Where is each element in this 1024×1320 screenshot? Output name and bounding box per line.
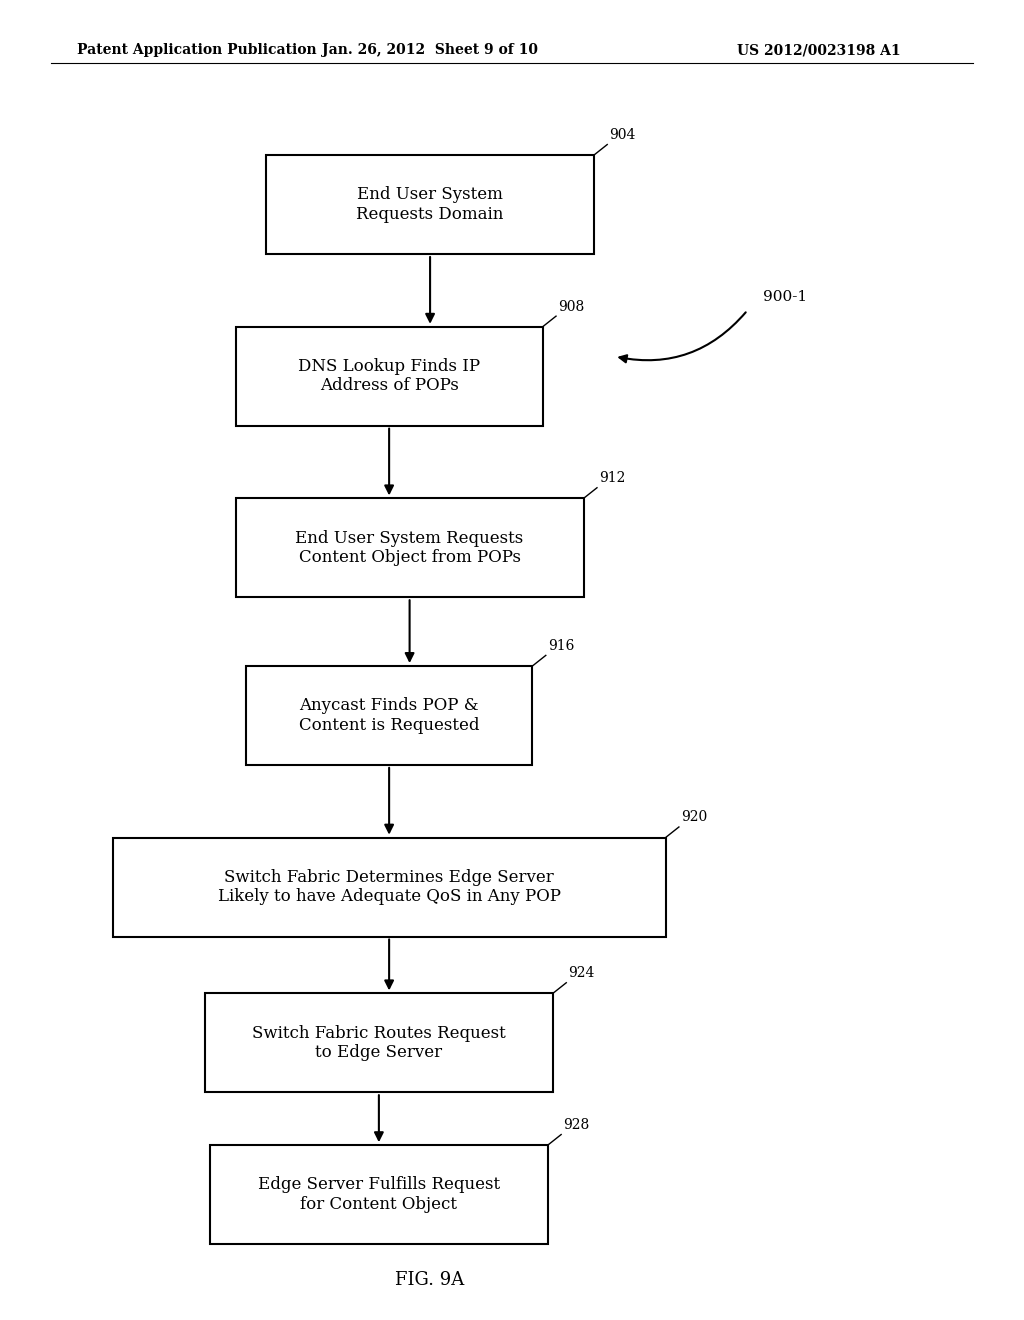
Text: US 2012/0023198 A1: US 2012/0023198 A1 [737, 44, 901, 57]
Bar [236, 327, 543, 425]
Bar [210, 1144, 548, 1243]
Text: 920: 920 [681, 810, 708, 824]
Bar [246, 665, 532, 764]
Text: Edge Server Fulfills Request
for Content Object: Edge Server Fulfills Request for Content… [258, 1176, 500, 1213]
Text: 924: 924 [568, 966, 595, 979]
Text: DNS Lookup Finds IP
Address of POPs: DNS Lookup Finds IP Address of POPs [298, 358, 480, 395]
Text: 908: 908 [558, 300, 585, 314]
Bar [113, 837, 666, 937]
Text: Switch Fabric Determines Edge Server
Likely to have Adequate QoS in Any POP: Switch Fabric Determines Edge Server Lik… [218, 869, 560, 906]
Text: Patent Application Publication: Patent Application Publication [77, 44, 316, 57]
Text: 900-1: 900-1 [763, 289, 807, 304]
Text: Switch Fabric Routes Request
to Edge Server: Switch Fabric Routes Request to Edge Ser… [252, 1024, 506, 1061]
Text: End User System Requests
Content Object from POPs: End User System Requests Content Object … [296, 529, 523, 566]
Text: 916: 916 [548, 639, 574, 653]
Text: 912: 912 [599, 471, 626, 486]
Text: End User System
Requests Domain: End User System Requests Domain [356, 186, 504, 223]
Text: 928: 928 [563, 1118, 590, 1131]
Bar [266, 154, 594, 253]
Text: Jan. 26, 2012  Sheet 9 of 10: Jan. 26, 2012 Sheet 9 of 10 [323, 44, 538, 57]
Text: FIG. 9A: FIG. 9A [395, 1271, 465, 1290]
Text: 904: 904 [609, 128, 636, 143]
Bar [205, 993, 553, 1093]
Bar [236, 499, 584, 597]
Text: Anycast Finds POP &
Content is Requested: Anycast Finds POP & Content is Requested [299, 697, 479, 734]
